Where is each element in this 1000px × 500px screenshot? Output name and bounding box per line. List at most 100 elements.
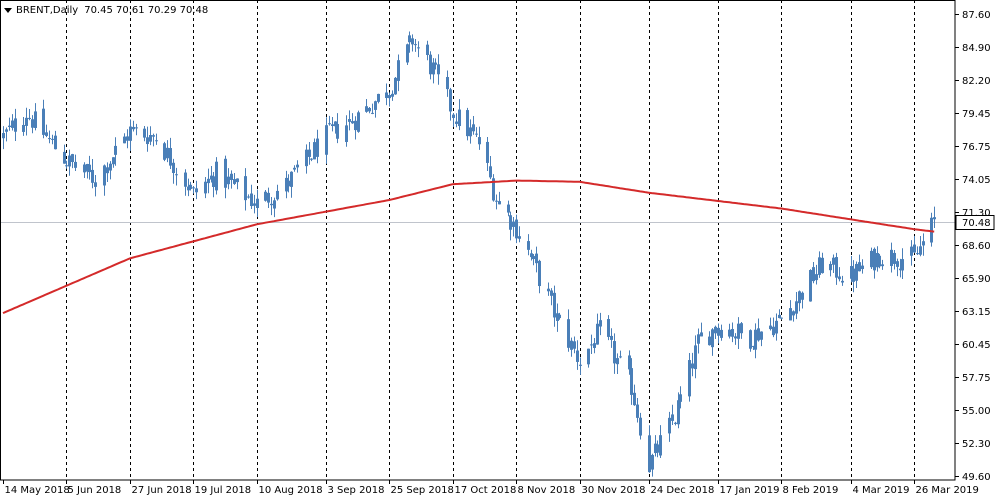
candle-body: [51, 138, 54, 140]
candle-body: [550, 290, 553, 296]
candle-body: [169, 148, 172, 166]
candle-body: [22, 124, 25, 132]
candle-body: [146, 137, 149, 145]
candle-body: [109, 163, 112, 171]
candle-body: [855, 263, 858, 281]
x-tick-label: 14 May 2018: [5, 485, 70, 496]
candle: [135, 123, 138, 136]
candle: [42, 99, 45, 139]
candle-body: [8, 125, 11, 128]
candle-body: [195, 188, 198, 193]
candle-body: [48, 138, 51, 140]
candle-body: [749, 330, 752, 349]
candle: [94, 174, 97, 197]
candlesticks: [2, 31, 936, 477]
candle-body: [515, 219, 518, 239]
candle-body: [434, 62, 437, 65]
candle: [850, 255, 853, 283]
candle-body: [293, 167, 296, 170]
candle: [345, 115, 348, 147]
candle: [285, 170, 288, 199]
candle: [815, 264, 818, 285]
candle: [51, 134, 54, 145]
candle: [106, 162, 109, 182]
candle: [132, 120, 135, 132]
candle-body: [455, 121, 458, 124]
candle-body: [325, 125, 328, 155]
candle: [189, 181, 192, 191]
candle: [377, 93, 380, 104]
candle: [63, 144, 66, 164]
candle-body: [437, 64, 440, 75]
candle-body: [394, 77, 397, 95]
candle: [86, 163, 89, 179]
candle-body: [336, 123, 339, 139]
candle-body: [677, 400, 680, 425]
candle-body: [530, 253, 533, 258]
candle: [163, 141, 166, 162]
candle-body: [558, 314, 561, 319]
candle-body: [893, 252, 896, 264]
candle: [129, 119, 132, 151]
candle: [550, 288, 553, 306]
candle-body: [112, 157, 115, 165]
candle: [365, 98, 368, 113]
candle-body: [114, 145, 117, 155]
candle: [256, 189, 259, 217]
y-tick-label: 87.60: [962, 10, 991, 21]
candle-body: [374, 101, 377, 110]
candle: [728, 323, 731, 339]
candle-body: [792, 311, 795, 316]
candle: [391, 90, 394, 101]
candle-body: [478, 137, 481, 145]
x-tick-label: 8 Feb 2019: [783, 485, 839, 496]
candle: [14, 108, 17, 141]
candle: [913, 235, 916, 254]
candle-body: [688, 360, 691, 397]
candle-body: [579, 364, 582, 366]
candle-body: [720, 329, 723, 338]
candle: [175, 167, 178, 186]
candle: [573, 336, 576, 354]
candle-body: [628, 355, 631, 370]
candle: [22, 116, 25, 136]
candle: [656, 440, 659, 458]
y-tick-label: 55.00: [962, 406, 991, 417]
candle: [518, 226, 521, 243]
candle-body: [126, 136, 129, 141]
candle: [244, 168, 247, 211]
candle-body: [495, 200, 498, 202]
candle: [417, 41, 420, 58]
candle: [308, 141, 311, 165]
y-tick-label: 76.75: [962, 142, 991, 153]
candle-body: [351, 121, 354, 124]
candle: [651, 453, 654, 477]
y-tick-label: 63.15: [962, 307, 991, 318]
candle-body: [607, 319, 610, 337]
candle-body: [368, 107, 371, 112]
triangle-down-icon[interactable]: [4, 7, 12, 13]
candle-body: [512, 221, 515, 227]
candle-body: [83, 164, 86, 173]
candle-body: [878, 255, 881, 267]
candle: [469, 119, 472, 144]
candle: [648, 425, 651, 473]
candle: [835, 252, 838, 285]
candle: [740, 322, 743, 339]
y-tick-label: 68.60: [962, 241, 991, 252]
candle: [71, 153, 74, 169]
candle: [169, 137, 172, 170]
candle: [688, 353, 691, 402]
candle: [276, 184, 279, 201]
candle-body: [812, 267, 815, 282]
candle-body: [798, 291, 801, 304]
candle-body: [264, 191, 267, 201]
candle: [809, 269, 812, 302]
candle-body: [212, 176, 215, 187]
candle-body: [919, 246, 922, 255]
candle: [25, 107, 28, 136]
candle-body: [619, 356, 622, 358]
candle: [639, 412, 642, 440]
candle-body: [94, 182, 97, 187]
